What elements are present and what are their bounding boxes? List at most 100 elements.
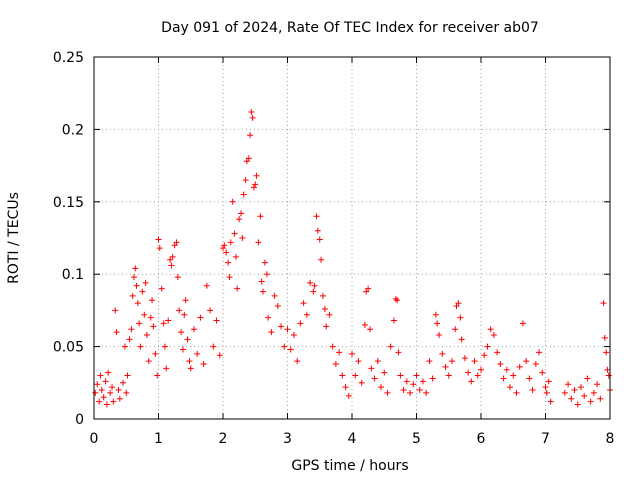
data-point bbox=[238, 210, 245, 217]
data-point bbox=[395, 349, 402, 356]
data-point bbox=[255, 239, 262, 246]
data-point bbox=[112, 307, 119, 314]
data-point bbox=[92, 389, 99, 396]
data-point bbox=[242, 177, 249, 184]
data-point bbox=[121, 343, 128, 350]
data-point bbox=[98, 387, 105, 394]
y-tick-label: 0.25 bbox=[53, 50, 84, 66]
data-point bbox=[452, 326, 459, 333]
data-point bbox=[542, 384, 549, 391]
data-point bbox=[216, 352, 223, 359]
data-point bbox=[407, 389, 414, 396]
data-point bbox=[423, 389, 430, 396]
data-point bbox=[397, 372, 404, 379]
data-point bbox=[314, 227, 321, 234]
data-point bbox=[378, 384, 385, 391]
y-tick-label: 0.1 bbox=[62, 267, 84, 283]
data-point bbox=[258, 278, 265, 285]
tick-layer: 0 1 2 3 4 5 6 7 8 0 0.05 0.1 0.15 0.2 0.25 bbox=[53, 50, 615, 447]
data-point bbox=[471, 358, 478, 365]
y-tick-label: 0.05 bbox=[53, 340, 84, 356]
data-point bbox=[167, 256, 174, 263]
grid-layer bbox=[94, 57, 610, 419]
x-tick-label: 4 bbox=[348, 431, 357, 447]
data-point bbox=[374, 358, 381, 365]
data-point bbox=[220, 245, 226, 252]
data-point bbox=[234, 285, 241, 292]
data-point bbox=[416, 387, 423, 394]
data-point bbox=[240, 191, 247, 198]
data-point bbox=[123, 389, 130, 396]
data-point bbox=[265, 314, 272, 321]
data-point bbox=[248, 109, 255, 116]
data-point bbox=[465, 369, 472, 376]
data-point bbox=[154, 372, 161, 379]
data-point bbox=[603, 349, 610, 356]
data-point bbox=[150, 323, 157, 330]
data-point bbox=[568, 395, 575, 402]
data-point bbox=[410, 381, 417, 388]
data-point bbox=[329, 343, 336, 350]
data-point bbox=[139, 288, 146, 295]
data-point bbox=[207, 307, 214, 314]
data-point bbox=[113, 329, 120, 336]
data-point bbox=[165, 317, 172, 324]
data-point bbox=[274, 303, 281, 310]
data-point bbox=[102, 378, 109, 385]
data-point bbox=[271, 292, 278, 299]
data-point bbox=[116, 395, 123, 402]
data-point bbox=[390, 317, 397, 324]
data-point bbox=[565, 381, 572, 388]
data-point bbox=[236, 216, 243, 223]
data-point bbox=[160, 320, 167, 327]
data-point bbox=[574, 401, 581, 408]
data-point bbox=[300, 300, 307, 307]
data-point bbox=[231, 230, 238, 237]
data-point bbox=[197, 314, 204, 321]
chart-title: Day 091 of 2024, Rate Of TEC Index for r… bbox=[161, 20, 539, 36]
data-point bbox=[587, 398, 594, 405]
data-point bbox=[577, 384, 584, 391]
data-point bbox=[432, 311, 439, 318]
data-point bbox=[536, 349, 543, 356]
data-point bbox=[497, 360, 504, 367]
data-point bbox=[200, 360, 207, 367]
data-point bbox=[213, 317, 220, 324]
data-point bbox=[227, 239, 234, 246]
data-point bbox=[342, 384, 349, 391]
data-point bbox=[245, 155, 252, 162]
data-point bbox=[229, 198, 236, 205]
data-point bbox=[500, 375, 507, 382]
data-point bbox=[326, 311, 333, 318]
data-point bbox=[281, 343, 288, 350]
data-point bbox=[132, 265, 139, 272]
data-point bbox=[210, 343, 217, 350]
data-point bbox=[429, 375, 436, 382]
data-point bbox=[232, 253, 239, 260]
data-point bbox=[365, 285, 372, 292]
data-point bbox=[168, 262, 175, 269]
x-axis-label: GPS time / hours bbox=[291, 458, 408, 474]
data-point bbox=[259, 288, 266, 295]
data-point bbox=[174, 274, 181, 281]
data-point bbox=[413, 372, 420, 379]
data-point bbox=[523, 358, 530, 365]
data-point bbox=[448, 358, 455, 365]
data-point bbox=[600, 300, 607, 307]
data-point bbox=[163, 365, 170, 372]
data-point bbox=[434, 320, 441, 327]
data-point bbox=[155, 236, 162, 243]
data-point bbox=[513, 389, 520, 396]
data-point bbox=[581, 392, 588, 399]
data-point bbox=[221, 242, 228, 249]
data-point bbox=[194, 350, 201, 357]
x-tick-label: 2 bbox=[219, 431, 228, 447]
data-point bbox=[461, 355, 468, 362]
data-point bbox=[225, 259, 232, 266]
data-point bbox=[387, 343, 394, 350]
data-point bbox=[109, 384, 116, 391]
data-point bbox=[186, 358, 193, 365]
data-point bbox=[182, 297, 189, 304]
data-point bbox=[158, 285, 165, 292]
data-point bbox=[336, 349, 343, 356]
